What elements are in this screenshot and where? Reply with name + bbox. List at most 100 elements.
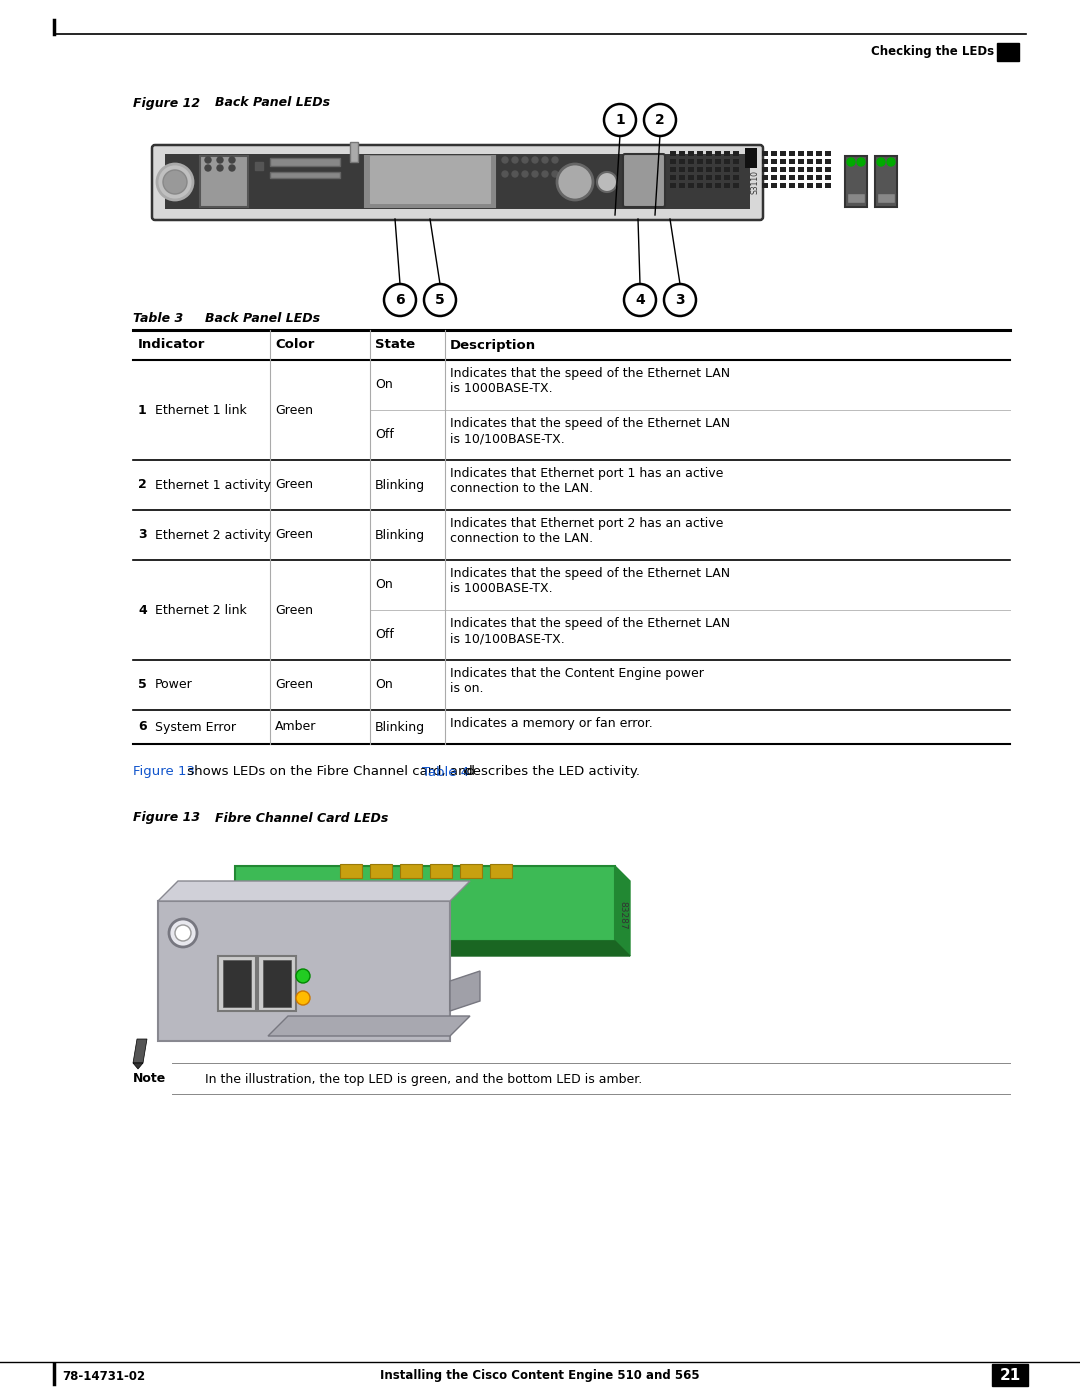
Polygon shape xyxy=(158,882,470,901)
Bar xyxy=(993,1363,1028,1386)
Bar xyxy=(200,156,248,207)
Text: Green: Green xyxy=(275,404,313,416)
Bar xyxy=(715,175,721,180)
Text: describes the LED activity.: describes the LED activity. xyxy=(460,766,640,778)
Bar xyxy=(816,168,822,172)
Bar xyxy=(697,183,703,189)
Bar xyxy=(430,863,453,877)
Text: Green: Green xyxy=(275,479,313,492)
Text: Green: Green xyxy=(275,679,313,692)
Bar xyxy=(798,151,804,156)
Text: Ethernet 1 link: Ethernet 1 link xyxy=(156,404,246,416)
Circle shape xyxy=(512,170,518,177)
Bar xyxy=(679,175,685,180)
Circle shape xyxy=(175,925,191,942)
Bar xyxy=(762,168,768,172)
Text: Green: Green xyxy=(275,604,313,616)
Bar xyxy=(807,168,813,172)
Circle shape xyxy=(296,970,310,983)
Bar xyxy=(816,159,822,163)
Circle shape xyxy=(847,158,855,166)
Circle shape xyxy=(532,170,538,177)
Bar xyxy=(715,183,721,189)
Bar xyxy=(350,142,357,162)
Text: Indicates that the speed of the Ethernet LAN
is 10/100BASE-TX.: Indicates that the speed of the Ethernet… xyxy=(450,416,730,446)
Circle shape xyxy=(552,170,558,177)
Text: On: On xyxy=(375,578,393,591)
Bar xyxy=(715,151,721,156)
Bar xyxy=(724,151,730,156)
Bar xyxy=(264,960,291,1007)
Text: Checking the LEDs: Checking the LEDs xyxy=(870,46,994,59)
Bar xyxy=(780,175,786,180)
Polygon shape xyxy=(235,866,615,942)
Polygon shape xyxy=(268,1016,470,1037)
Text: System Error: System Error xyxy=(156,721,237,733)
Bar xyxy=(688,151,694,156)
Text: Installing the Cisco Content Engine 510 and 565: Installing the Cisco Content Engine 510 … xyxy=(380,1369,700,1383)
Bar xyxy=(875,156,897,207)
Text: Indicates that Ethernet port 1 has an active
connection to the LAN.: Indicates that Ethernet port 1 has an ac… xyxy=(450,467,724,495)
Circle shape xyxy=(424,284,456,316)
Text: Amber: Amber xyxy=(275,721,316,733)
Bar xyxy=(789,183,795,189)
Bar xyxy=(816,175,822,180)
Text: shows LEDs on the Fibre Channel card, and: shows LEDs on the Fibre Channel card, an… xyxy=(183,766,480,778)
Circle shape xyxy=(502,156,508,163)
FancyBboxPatch shape xyxy=(152,145,762,219)
Text: On: On xyxy=(375,679,393,692)
Bar xyxy=(688,168,694,172)
Bar xyxy=(688,183,694,189)
Bar xyxy=(670,175,676,180)
Text: Description: Description xyxy=(450,338,536,352)
Text: Power: Power xyxy=(156,679,192,692)
Bar xyxy=(789,151,795,156)
Bar xyxy=(715,159,721,163)
Bar xyxy=(780,168,786,172)
Bar xyxy=(745,148,757,168)
Text: Indicates that Ethernet port 2 has an active
connection to the LAN.: Indicates that Ethernet port 2 has an ac… xyxy=(450,517,724,545)
Text: S3110: S3110 xyxy=(751,170,759,194)
Bar xyxy=(697,175,703,180)
Bar xyxy=(780,183,786,189)
Bar xyxy=(165,154,750,210)
Bar xyxy=(789,168,795,172)
Text: 78-14731-02: 78-14731-02 xyxy=(62,1369,145,1383)
FancyBboxPatch shape xyxy=(623,154,665,207)
Polygon shape xyxy=(133,1063,143,1069)
Bar xyxy=(733,168,739,172)
Bar xyxy=(825,168,831,172)
Bar xyxy=(670,168,676,172)
Bar xyxy=(762,159,768,163)
Bar xyxy=(807,151,813,156)
Bar xyxy=(762,151,768,156)
Circle shape xyxy=(887,158,895,166)
Bar xyxy=(370,863,392,877)
Bar xyxy=(825,183,831,189)
Text: Ethernet 2 link: Ethernet 2 link xyxy=(156,604,246,616)
Bar xyxy=(679,159,685,163)
Text: Color: Color xyxy=(275,338,314,352)
Bar xyxy=(733,151,739,156)
Bar xyxy=(706,159,712,163)
Text: 4: 4 xyxy=(635,293,645,307)
Text: Indicates that the speed of the Ethernet LAN
is 1000BASE-TX.: Indicates that the speed of the Ethernet… xyxy=(450,367,730,395)
Bar xyxy=(825,175,831,180)
Polygon shape xyxy=(615,866,630,956)
Bar xyxy=(724,183,730,189)
Circle shape xyxy=(205,165,211,170)
Bar xyxy=(733,183,739,189)
Bar xyxy=(807,159,813,163)
Circle shape xyxy=(624,284,656,316)
Bar xyxy=(798,183,804,189)
Text: In the illustration, the top LED is green, and the bottom LED is amber.: In the illustration, the top LED is gree… xyxy=(205,1073,643,1085)
Circle shape xyxy=(522,156,528,163)
Bar xyxy=(733,159,739,163)
Text: Fibre Channel Card LEDs: Fibre Channel Card LEDs xyxy=(215,812,389,824)
Bar xyxy=(222,960,251,1007)
Text: Ethernet 2 activity: Ethernet 2 activity xyxy=(156,528,271,542)
Circle shape xyxy=(163,170,187,194)
Text: Indicator: Indicator xyxy=(138,338,205,352)
Bar xyxy=(670,183,676,189)
Text: 5: 5 xyxy=(435,293,445,307)
